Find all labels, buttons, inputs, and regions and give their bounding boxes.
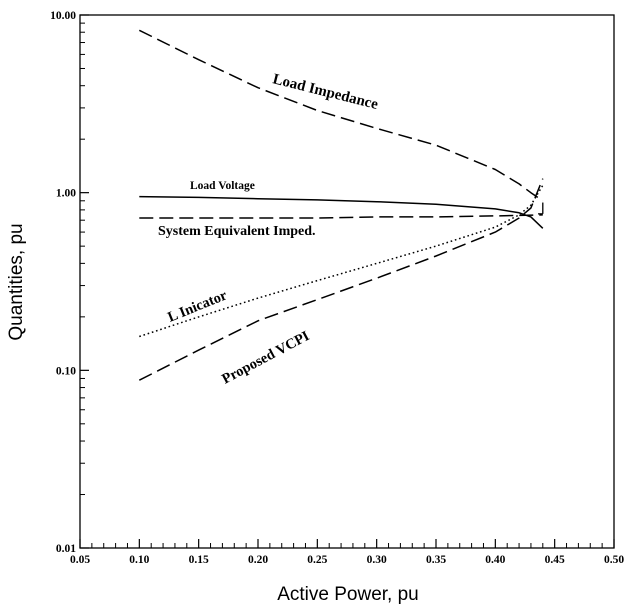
series-label: System Equivalent Imped. [158,224,316,239]
series-line-load-impedance [138,29,544,202]
x-tick-label: 0.30 [367,554,387,566]
series-label: Proposed VCPI [219,328,312,388]
x-tick-label: 0.25 [307,554,327,566]
y-tick-label: 1.00 [56,188,76,200]
x-tick-label: 0.10 [129,554,149,566]
series-label: Load Impedance [271,71,380,113]
y-axis-title: Quantities, pu [6,223,27,340]
x-tick-label: 0.20 [248,554,268,566]
x-tick-label: 0.45 [545,554,565,566]
series-label: Load Voltage [190,180,255,192]
x-tick-label: 0.35 [426,554,446,566]
y-tick-label: 0.10 [56,365,76,377]
axis-tick-labels: 0.05 0.10 0.15 0.20 0.25 0.30 0.35 0.40 0.45 0.50… [50,10,624,566]
series-line-l-inicator [139,184,544,338]
series-line-proposed-vcpi [138,178,544,381]
plot-frame [79,14,615,549]
axis-ticks [79,14,615,549]
series-lines [138,29,544,381]
x-axis-title: Active Power, pu [277,584,419,605]
x-tick-label: 0.05 [70,554,90,566]
x-tick-label: 0.15 [189,554,209,566]
y-tick-label: 0.01 [56,543,76,555]
x-tick-label: 0.50 [604,554,624,566]
series-line-system-equivalent-imped [139,214,543,219]
x-tick-label: 0.40 [485,554,505,566]
series-label: L Inicator [166,287,230,325]
y-tick-label: 10.00 [50,10,76,22]
